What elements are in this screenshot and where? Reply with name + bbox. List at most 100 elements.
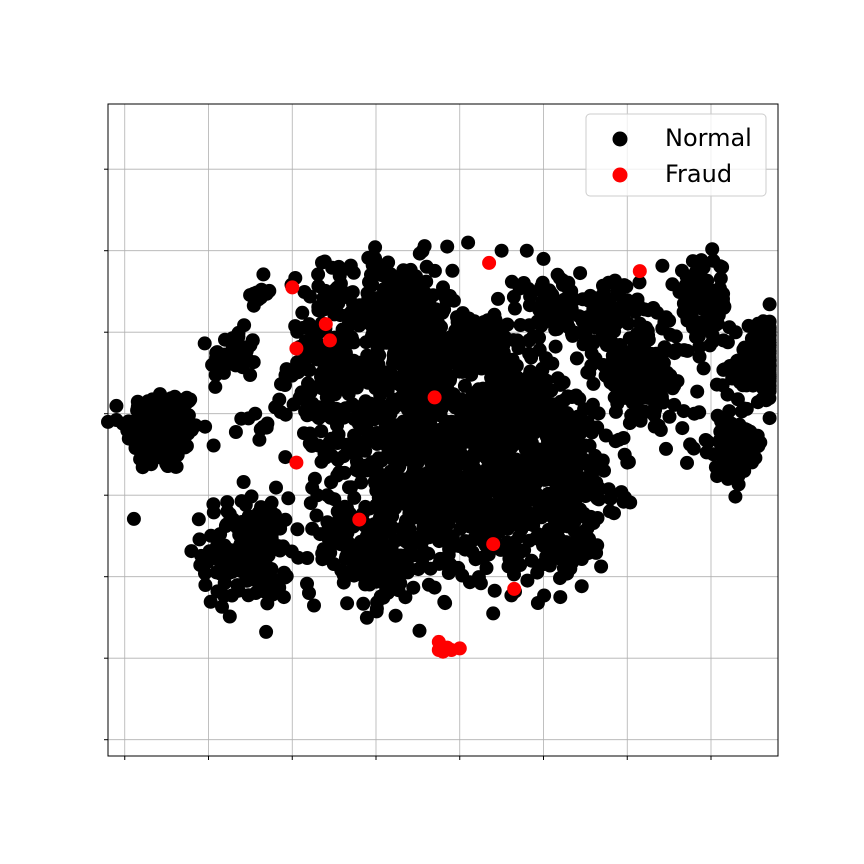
- point-normal-819: [419, 274, 434, 289]
- point-normal-2160: [529, 423, 543, 438]
- point-normal-1987: [569, 351, 584, 366]
- point-normal-218: [210, 345, 225, 360]
- point-normal-2563: [587, 405, 602, 420]
- point-fraud-4: [289, 455, 304, 470]
- point-fraud-0: [285, 280, 300, 295]
- point-normal-2664: [588, 450, 603, 465]
- point-normal-609: [294, 385, 309, 400]
- point-normal-2671: [541, 430, 556, 445]
- point-normal-1367: [358, 436, 373, 450]
- point-normal-1102: [317, 446, 332, 461]
- point-normal-673: [445, 263, 460, 278]
- point-normal-402: [239, 555, 253, 570]
- point-normal-244: [234, 411, 249, 426]
- point-normal-177: [134, 411, 149, 426]
- point-normal-3064: [762, 320, 777, 335]
- point-normal-2603: [579, 511, 594, 526]
- point-normal-2821: [633, 379, 648, 394]
- point-normal-2670: [603, 491, 618, 506]
- point-normal-820: [401, 277, 416, 292]
- legend-marker-normal: [612, 131, 628, 147]
- point-normal-1264: [328, 387, 343, 402]
- point-normal-2987: [762, 297, 777, 312]
- point-normal-546: [327, 307, 342, 322]
- point-normal-1881: [424, 482, 439, 497]
- point-normal-3078: [736, 372, 751, 387]
- point-normal-1889: [432, 526, 447, 541]
- point-normal-2791: [588, 351, 603, 366]
- point-normal-1461: [381, 585, 395, 600]
- point-normal-404: [217, 576, 232, 590]
- point-normal-1486: [388, 608, 403, 623]
- point-normal-2080: [446, 455, 461, 470]
- point-normal-382: [259, 624, 274, 639]
- point-normal-1892: [439, 468, 454, 483]
- point-normal-1498: [346, 554, 361, 569]
- point-normal-1333: [367, 460, 382, 475]
- point-normal-655: [346, 265, 361, 280]
- point-normal-2110: [491, 472, 506, 487]
- point-normal-2317: [457, 378, 472, 393]
- point-normal-1316: [368, 327, 383, 342]
- point-normal-3218: [517, 543, 532, 558]
- point-normal-2840: [650, 381, 665, 396]
- point-normal-3088: [722, 404, 737, 419]
- point-normal-1374: [389, 472, 404, 486]
- point-fraud-10: [632, 264, 647, 279]
- point-normal-2980: [722, 320, 737, 335]
- point-normal-326: [220, 495, 235, 510]
- point-normal-2629: [492, 446, 507, 460]
- point-normal-2332: [454, 310, 469, 325]
- point-normal-2165: [471, 382, 486, 397]
- point-normal-248: [191, 512, 206, 527]
- legend-label-normal: Normal: [665, 124, 752, 152]
- point-normal-3168: [748, 450, 763, 465]
- point-normal-150: [166, 408, 181, 423]
- point-normal-3200: [320, 488, 335, 503]
- point-normal-412: [264, 495, 279, 510]
- point-normal-3173: [716, 451, 731, 466]
- point-normal-2501: [608, 273, 622, 288]
- point-normal-2406: [534, 318, 549, 333]
- point-normal-1267: [300, 551, 315, 565]
- point-normal-2942: [691, 315, 706, 330]
- point-normal-3197: [324, 475, 339, 490]
- point-normal-179: [126, 511, 141, 526]
- point-normal-235: [254, 282, 269, 297]
- point-normal-2467: [548, 339, 563, 354]
- point-normal-2809: [648, 402, 663, 417]
- point-normal-611: [305, 396, 320, 411]
- point-normal-3085: [760, 364, 775, 379]
- point-normal-2921: [655, 258, 670, 273]
- point-normal-2346: [454, 342, 468, 357]
- point-normal-1686: [415, 558, 430, 572]
- point-normal-215: [208, 379, 223, 394]
- point-normal-2682: [589, 475, 604, 490]
- point-normal-1922: [417, 502, 432, 517]
- point-normal-405: [217, 538, 232, 553]
- point-normal-3134: [710, 408, 725, 423]
- point-normal-2340: [492, 351, 507, 366]
- point-normal-1915: [486, 508, 501, 523]
- point-normal-2807: [696, 361, 711, 376]
- point-normal-3261: [436, 280, 450, 295]
- point-normal-2850: [641, 328, 656, 343]
- point-normal-1774: [468, 552, 483, 567]
- point-normal-617: [279, 362, 294, 377]
- point-normal-2500: [595, 293, 609, 308]
- point-normal-2426: [538, 285, 553, 300]
- point-normal-240: [228, 425, 243, 439]
- point-normal-1470: [399, 513, 413, 528]
- point-normal-2928: [676, 305, 691, 319]
- point-normal-813: [362, 275, 376, 290]
- point-normal-1270: [393, 317, 408, 332]
- point-normal-2461: [573, 266, 588, 281]
- point-normal-375: [198, 566, 212, 581]
- point-normal-2327: [496, 339, 511, 353]
- point-fraud-5: [352, 512, 367, 527]
- point-normal-373: [265, 506, 280, 521]
- point-normal-2852: [620, 387, 634, 402]
- point-normal-471: [311, 267, 326, 282]
- point-normal-1877: [435, 450, 450, 465]
- axis-ticks: [104, 168, 712, 760]
